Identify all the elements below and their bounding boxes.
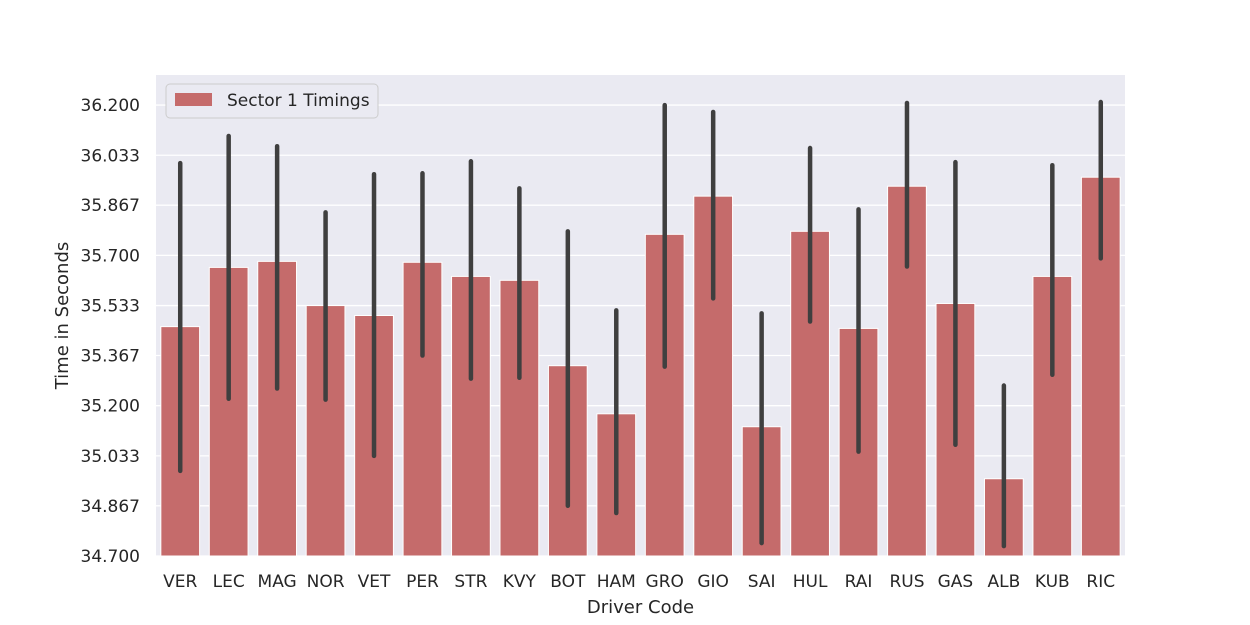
x-tick-label: RIC: [1086, 572, 1115, 592]
legend-label: Sector 1 Timings: [227, 91, 370, 111]
y-tick-label: 35.867: [81, 196, 140, 216]
y-axis-label: Time in Seconds: [52, 242, 73, 391]
x-tick-label: GIO: [697, 572, 729, 592]
plot-area: [156, 75, 1125, 556]
x-tick-label: VER: [163, 572, 197, 592]
y-tick-label: 34.867: [81, 497, 140, 517]
y-tick-label: 36.200: [81, 96, 140, 116]
y-axis-ticks: 34.700 34.867 35.033 35.200 35.367 35.533 35.7…: [81, 96, 140, 567]
x-tick-label: PER: [406, 572, 439, 592]
x-tick-label: SAI: [748, 572, 776, 592]
x-tick-label: NOR: [307, 572, 345, 592]
x-tick-label: RUS: [889, 572, 924, 592]
bar: [257, 260, 298, 557]
y-tick-label: 35.200: [81, 397, 140, 417]
x-tick-label: ALB: [987, 572, 1020, 592]
x-tick-label: LEC: [213, 572, 245, 592]
x-tick-label: HAM: [597, 572, 636, 592]
x-tick-label: MAG: [258, 572, 297, 592]
legend: Sector 1 Timings: [165, 83, 379, 119]
y-tick-label: 35.033: [81, 447, 140, 467]
x-tick-label: KVY: [503, 572, 537, 592]
y-tick-label: 36.033: [81, 146, 140, 166]
y-tick-label: 35.700: [81, 246, 140, 266]
x-tick-label: RAI: [845, 572, 873, 592]
x-tick-label: HUL: [793, 572, 828, 592]
legend-box: [165, 83, 379, 119]
error-bars: [177, 99, 1104, 549]
y-tick-label: 35.533: [81, 297, 140, 317]
y-tick-label: 35.367: [81, 346, 140, 366]
x-tick-label: STR: [454, 572, 487, 592]
legend-swatch: [175, 93, 212, 106]
x-tick-label: GRO: [646, 572, 684, 592]
x-axis-ticks: VER LEC MAG NOR VET PER STR KVY BOT HAM GRO GIO SAI H…: [163, 572, 1115, 592]
x-axis-label: Driver Code: [587, 597, 694, 618]
x-tick-label: GAS: [938, 572, 974, 592]
y-tick-label: 34.700: [81, 547, 140, 567]
x-tick-label: KUB: [1035, 572, 1070, 592]
x-tick-label: VET: [358, 572, 391, 592]
x-tick-label: BOT: [550, 572, 586, 592]
